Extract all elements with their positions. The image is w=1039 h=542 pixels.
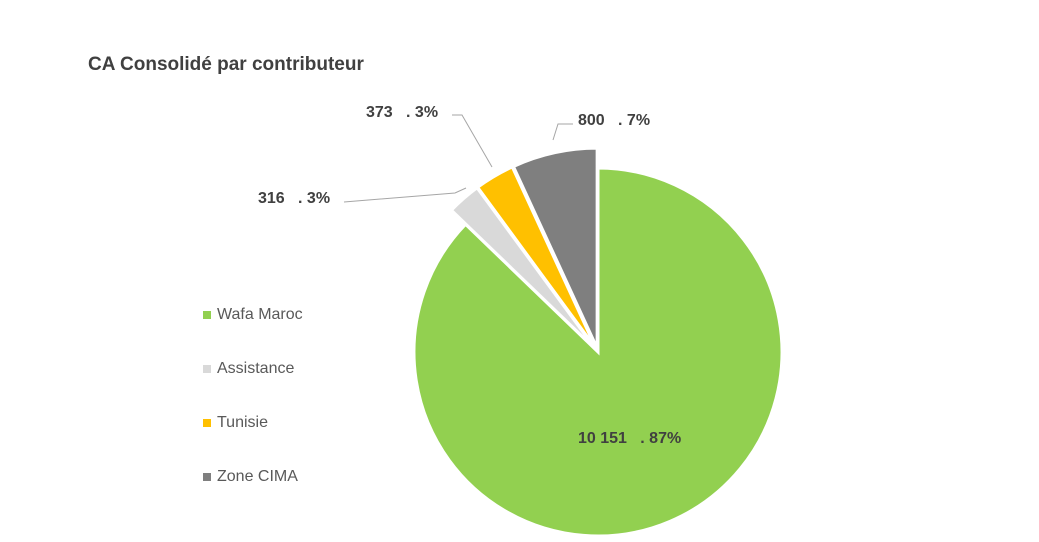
pie-slice-zone-cima — [511, 146, 599, 349]
legend-item: Zone CIMA — [203, 468, 298, 486]
leader-line — [452, 114, 493, 168]
legend-item: Assistance — [203, 360, 294, 378]
leader-line — [552, 123, 573, 141]
legend-swatch — [203, 311, 211, 319]
legend-swatch — [203, 473, 211, 481]
data-label: 373 . 3% — [366, 104, 438, 121]
legend-label: Zone CIMA — [217, 468, 298, 485]
legend-label: Assistance — [217, 360, 295, 377]
legend-label: Tunisie — [217, 414, 268, 431]
leader-line — [343, 187, 467, 203]
pie-slice-wafa-maroc — [412, 166, 784, 538]
data-label: 800 . 7% — [578, 112, 650, 129]
legend-item: Wafa Maroc — [203, 306, 303, 324]
legend-label: Wafa Maroc — [217, 306, 303, 323]
data-label: 316 . 3% — [258, 190, 330, 207]
data-label: 10 151 . 87% — [578, 430, 681, 447]
legend-swatch — [203, 365, 211, 373]
legend-swatch — [203, 419, 211, 427]
chart-title: CA Consolidé par contributeur — [88, 54, 364, 75]
legend-item: Tunisie — [203, 414, 268, 432]
